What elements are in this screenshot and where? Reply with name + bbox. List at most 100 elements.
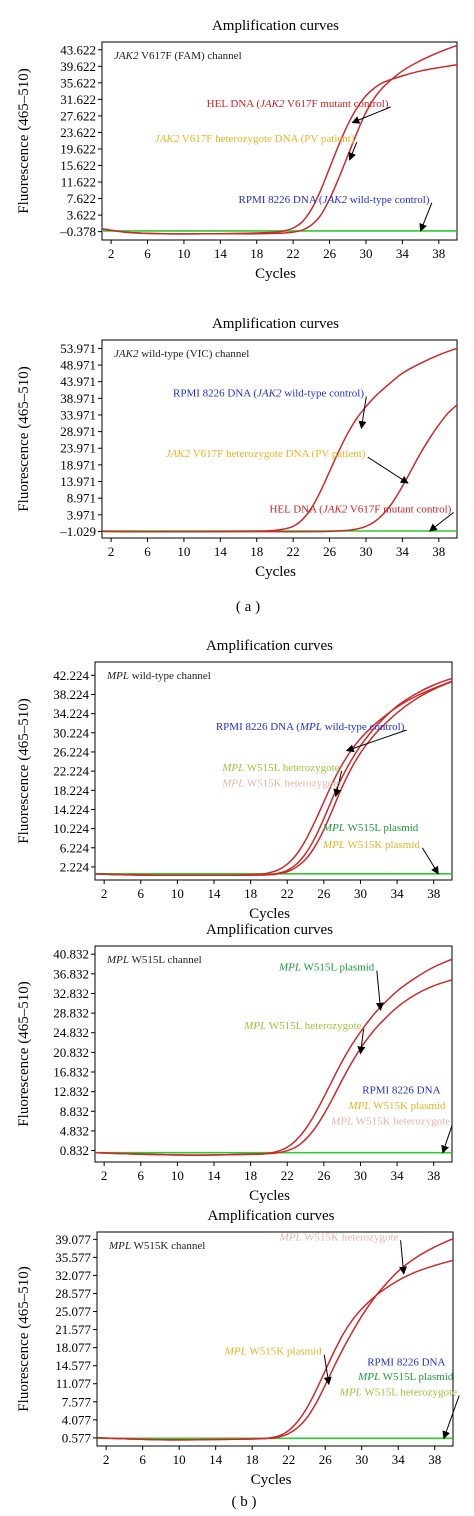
annotation-label-part: MPL bbox=[278, 962, 301, 974]
x-tick-label: 38 bbox=[427, 886, 440, 901]
annotation-label-part: W515K heterozygote bbox=[353, 1116, 450, 1128]
chart-panel-3: Amplification curves 2.224 6.224 10.224 14.2… bbox=[16, 638, 453, 922]
y-tick-label: 33.971 bbox=[60, 407, 96, 422]
y-tick-label: 39.077 bbox=[55, 1232, 91, 1247]
annotation-label-part: JAK2 bbox=[155, 133, 180, 145]
y-tick-label: 4.077 bbox=[62, 1412, 92, 1427]
annotation-label: MPL W515L plasmid bbox=[278, 962, 375, 974]
annotation-arrow bbox=[419, 202, 433, 232]
annotation-label-part: RPMI 8226 DNA bbox=[362, 1084, 440, 1096]
x-tick-label: 26 bbox=[317, 886, 331, 901]
amplification-curve-2 bbox=[95, 979, 452, 1156]
annotation-arrow bbox=[399, 1240, 408, 1275]
annotation-label-part: W515K plasmid bbox=[247, 1346, 322, 1358]
y-tick-label: 43.971 bbox=[60, 374, 96, 389]
annotation-label: MPL W515K heterozygote bbox=[221, 778, 341, 790]
y-tick-label: 16.832 bbox=[53, 1065, 89, 1080]
annotation-label: MPL W515K plasmid bbox=[348, 1100, 446, 1112]
annotation-arrow bbox=[441, 1124, 453, 1154]
annotation-label-part: JAK2 bbox=[257, 388, 282, 400]
annotation-arrow bbox=[428, 511, 454, 532]
annotation-label: MPL W515L plasmid bbox=[357, 1371, 454, 1383]
plot-frame bbox=[94, 945, 453, 1163]
chart-title: Amplification curves bbox=[212, 18, 339, 34]
annotation-label: MPL W515L plasmid bbox=[322, 822, 419, 834]
x-tick-label: 2 bbox=[101, 886, 108, 901]
annotation-label-part: wild-type control) bbox=[322, 721, 405, 733]
y-tick-label: 22.224 bbox=[53, 764, 89, 779]
series-group bbox=[95, 677, 452, 877]
annotation-label: MPL W515K heterozygote bbox=[330, 1116, 450, 1128]
annotation-label-part: JAK2 bbox=[323, 194, 348, 206]
channel-label-part: W515K channel bbox=[131, 1240, 205, 1252]
y-axis-label: Fluorescence (465–510) bbox=[16, 1266, 32, 1411]
panel-label-a: ( a ) bbox=[236, 599, 260, 615]
channel-label-part: MPL bbox=[108, 1240, 131, 1252]
annotation-label-part: RPMI 8226 DNA bbox=[367, 1357, 445, 1369]
y-tick-label: 6.224 bbox=[60, 840, 90, 855]
y-tick-label: 53.971 bbox=[60, 341, 96, 356]
y-tick-label: 28.577 bbox=[55, 1286, 91, 1301]
annotation-label-part: W515L plasmid bbox=[301, 962, 375, 974]
x-tick-label: 34 bbox=[396, 544, 410, 559]
annotation-label-part: W515K heterozygote bbox=[244, 778, 341, 790]
x-tick-label: 30 bbox=[354, 886, 367, 901]
annotation-label-part: W515L plasmid bbox=[345, 822, 419, 834]
y-tick-label: 18.077 bbox=[55, 1340, 91, 1355]
annotation-label-part: MPL bbox=[221, 778, 244, 790]
annotation-label-part: W515K heterozygote bbox=[302, 1231, 399, 1243]
annotation-label-part: V617F mutant control) bbox=[285, 98, 389, 110]
x-tick-label: 6 bbox=[138, 886, 145, 901]
annotation-label-part: W515L heterozygote bbox=[244, 762, 339, 774]
y-tick-label: 23.622 bbox=[60, 125, 96, 140]
y-axis-label: Fluorescence (465–510) bbox=[16, 68, 32, 213]
y-axis-label: Fluorescence (465–510) bbox=[16, 366, 32, 511]
annotation-label-part: MPL bbox=[279, 1231, 302, 1243]
chart-title: Amplification curves bbox=[206, 638, 333, 654]
annotation-label: RPMI 8226 DNA bbox=[367, 1357, 445, 1369]
x-tick-label: 38 bbox=[432, 544, 445, 559]
annotation-label: MPL W515L heterozygote bbox=[221, 762, 339, 774]
x-tick-label: 10 bbox=[171, 1168, 184, 1183]
annotation-label-part: MPL bbox=[339, 1386, 362, 1398]
annotation-label: RPMI 8226 DNA bbox=[362, 1084, 440, 1096]
y-tick-label: 11.622 bbox=[61, 175, 96, 190]
x-tick-label: 34 bbox=[396, 246, 410, 261]
annotation-arrow bbox=[351, 106, 392, 124]
x-axis-label: Cycles bbox=[255, 266, 296, 282]
x-axis-label: Cycles bbox=[255, 564, 296, 580]
annotation-label-part: HEL DNA ( bbox=[207, 98, 261, 110]
y-tick-label: 27.622 bbox=[60, 108, 96, 123]
x-tick-label: 10 bbox=[177, 544, 190, 559]
y-tick-label: 20.832 bbox=[53, 1045, 89, 1060]
channel-label-part: W515L channel bbox=[129, 954, 202, 966]
y-tick-label: 23.971 bbox=[60, 441, 96, 456]
y-tick-label: 2.224 bbox=[60, 859, 90, 874]
annotation-arrow bbox=[323, 1354, 332, 1386]
y-tick-label: 38.971 bbox=[60, 391, 96, 406]
x-tick-label: 18 bbox=[250, 246, 263, 261]
channel-label-part: wild-type (VIC) channel bbox=[138, 348, 249, 360]
y-tick-label: 34.224 bbox=[53, 706, 89, 721]
annotation-label-part: JAK2 bbox=[166, 448, 191, 460]
y-axis-label: Fluorescence (465–510) bbox=[16, 698, 32, 843]
channel-label-part: V617F (FAM) channel bbox=[138, 50, 241, 62]
plot-frame bbox=[101, 339, 458, 539]
annotation-arrow bbox=[348, 141, 358, 161]
y-tick-label: 26.224 bbox=[53, 744, 89, 759]
y-tick-label: 21.577 bbox=[55, 1322, 91, 1337]
annotation-label-part: JAK2 bbox=[260, 98, 285, 110]
y-tick-label: 28.832 bbox=[53, 1006, 89, 1021]
y-tick-label: 18.971 bbox=[60, 457, 96, 472]
annotation-label-part: MPL bbox=[357, 1371, 380, 1383]
channel-label: MPL W515L channel bbox=[106, 954, 202, 966]
annotation-arrow bbox=[367, 456, 409, 484]
y-tick-label: 38.224 bbox=[53, 687, 89, 702]
y-tick-label: 42.224 bbox=[53, 668, 89, 683]
y-tick-label: 25.077 bbox=[55, 1304, 91, 1319]
x-tick-label: 14 bbox=[208, 886, 222, 901]
y-tick-label: 8.832 bbox=[60, 1104, 89, 1119]
chart-panel-4: Amplification curves 0.832 4.832 8.832 12.83… bbox=[16, 922, 453, 1204]
amplification-curve-2 bbox=[102, 44, 457, 235]
